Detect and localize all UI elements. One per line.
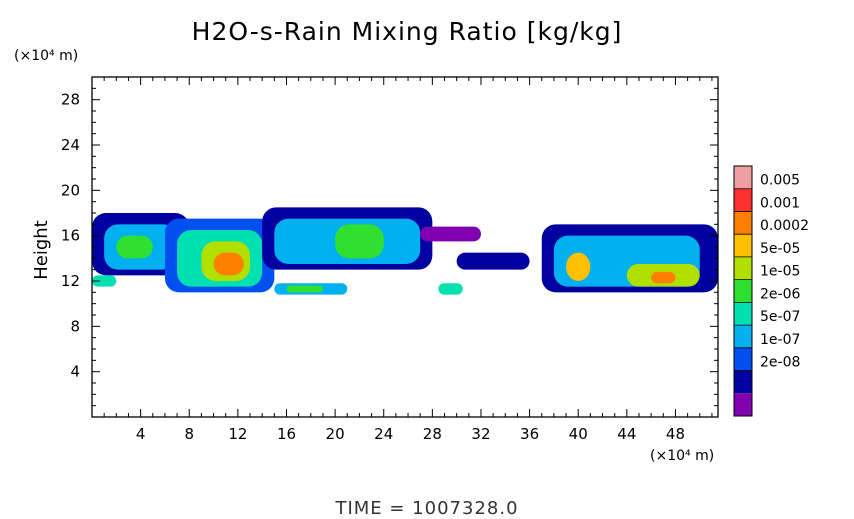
- contour-region-20: [651, 271, 676, 284]
- colorbar-swatch: [734, 211, 752, 235]
- x-tick-label: 32: [471, 425, 490, 443]
- colorbar-swatch: [734, 234, 752, 257]
- colorbar: 0.005 0.001 0.0002 5e-05 1e-05 2e-06 5e-07 1e-0…: [733, 165, 809, 417]
- x-tick-label: 4: [136, 425, 146, 443]
- contour-region-13: [420, 226, 481, 242]
- contour-region-12: [286, 285, 323, 293]
- x-tick-label: 44: [617, 425, 636, 443]
- y-tick-label: 16: [61, 227, 80, 245]
- colorbar-label: 0.0002: [760, 218, 809, 234]
- colorbar-label: 5e-05: [760, 241, 800, 257]
- colorbar-label: 0.005: [760, 173, 800, 189]
- y-tick-label: 8: [70, 317, 80, 335]
- y-tick-label: 12: [61, 272, 80, 290]
- y-tick-label: 20: [61, 181, 80, 199]
- time-label: TIME = 1007328.0: [334, 498, 518, 519]
- x-tick-label: 16: [277, 425, 296, 443]
- colorbar-swatch: [734, 393, 752, 416]
- x-tick-label: 40: [569, 425, 588, 443]
- x-unit-label: (×10⁴ m): [650, 448, 714, 464]
- colorbar-swatch: [734, 325, 752, 348]
- contour-region-10: [335, 224, 384, 259]
- x-tick-label: 12: [228, 425, 247, 443]
- y-axis-label: Height: [31, 220, 52, 280]
- colorbar-label: 0.001: [760, 195, 800, 211]
- x-tick-label: 8: [184, 425, 194, 443]
- y-tick-label: 24: [61, 136, 80, 154]
- y-tick-label: 28: [61, 91, 80, 109]
- colorbar-swatch: [734, 166, 752, 189]
- contour-region-18: [566, 252, 591, 281]
- contour-region-15: [456, 252, 530, 270]
- colorbar-swatch: [734, 188, 752, 212]
- chart-title: H2O-s-Rain Mixing Ratio [kg/kg]: [192, 17, 623, 46]
- contour-region-14: [438, 283, 463, 295]
- contour-fill-regions: [92, 207, 718, 295]
- colorbar-label: 5e-07: [760, 309, 800, 325]
- colorbar-label: 2e-08: [760, 355, 800, 371]
- colorbar-label: 1e-07: [760, 332, 800, 348]
- contour-region-7: [213, 252, 244, 276]
- contour-region-3: [92, 275, 117, 287]
- colorbar-swatch: [734, 302, 752, 326]
- x-tick-label: 28: [423, 425, 442, 443]
- x-tick-label: 20: [326, 425, 345, 443]
- x-axis: 4 8 12 16 20 24 28 32 36 40 44 48: [103, 77, 713, 443]
- x-tick-label: 24: [374, 425, 393, 443]
- contour-region-2: [116, 235, 153, 259]
- colorbar-swatch: [734, 256, 752, 280]
- y-axis: 4 8 12 16 20 24 28: [61, 87, 718, 407]
- colorbar-swatch: [734, 279, 752, 303]
- x-tick-label: 36: [520, 425, 539, 443]
- x-tick-label: 48: [666, 425, 685, 443]
- colorbar-swatch: [734, 347, 752, 371]
- colorbar-label: 1e-05: [760, 264, 800, 280]
- colorbar-swatch: [734, 370, 752, 394]
- colorbar-label: 2e-06: [760, 286, 800, 302]
- y-tick-label: 4: [70, 363, 80, 381]
- y-unit-label: (×10⁴ m): [14, 48, 78, 64]
- colorbar-frame: [733, 165, 753, 417]
